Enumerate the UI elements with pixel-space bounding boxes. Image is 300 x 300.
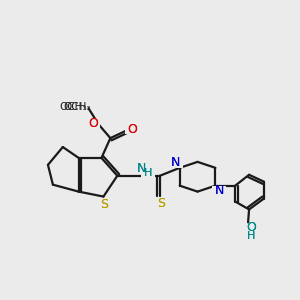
Bar xyxy=(212,186,226,196)
Bar xyxy=(169,158,183,168)
Text: N: N xyxy=(136,162,146,175)
Bar xyxy=(125,124,139,134)
Text: OCH₃: OCH₃ xyxy=(59,102,87,112)
Text: O: O xyxy=(88,117,98,130)
Text: S: S xyxy=(157,197,165,210)
Bar xyxy=(141,168,155,178)
Text: N: N xyxy=(215,184,224,197)
Text: O: O xyxy=(246,221,256,234)
Text: H: H xyxy=(144,168,152,178)
Text: O: O xyxy=(127,123,137,136)
Text: N: N xyxy=(136,162,146,175)
Text: O: O xyxy=(127,123,137,136)
Text: S: S xyxy=(100,198,108,211)
Bar xyxy=(70,102,84,112)
Text: S: S xyxy=(100,198,108,211)
Text: H: H xyxy=(144,168,152,178)
Bar xyxy=(98,200,111,209)
Text: S: S xyxy=(157,197,165,210)
Bar xyxy=(134,164,148,174)
Text: O: O xyxy=(88,117,98,130)
Text: N: N xyxy=(171,156,180,170)
Bar xyxy=(87,118,100,128)
Text: H: H xyxy=(247,231,255,241)
Text: N: N xyxy=(171,156,180,170)
Text: OCH₃: OCH₃ xyxy=(63,102,90,112)
Text: H: H xyxy=(247,231,255,241)
Text: N: N xyxy=(215,184,224,197)
Bar xyxy=(154,199,168,208)
Text: O: O xyxy=(246,221,256,234)
